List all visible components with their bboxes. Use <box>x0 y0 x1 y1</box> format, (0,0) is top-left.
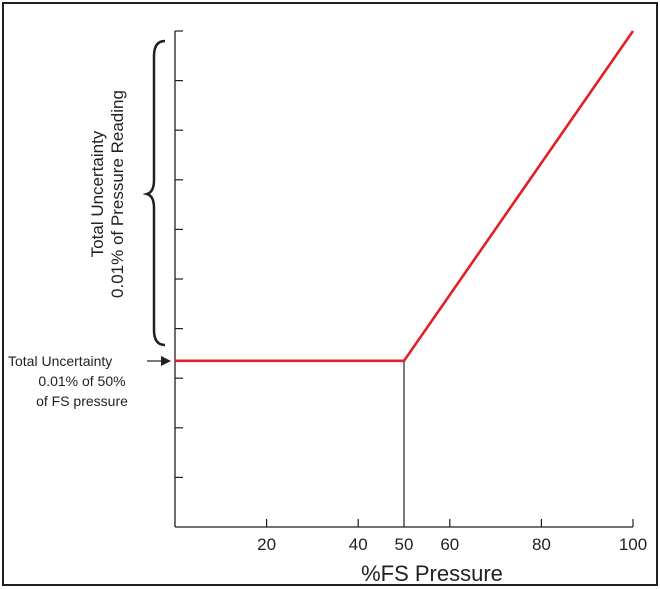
arrow-label-line-1: Total Uncertainty <box>8 353 112 369</box>
x-tick-label-20: 20 <box>257 535 276 554</box>
curly-brace <box>142 39 166 347</box>
arrow-label-line-3: of FS pressure <box>36 393 128 409</box>
brace-label-line-2: 0.01% of Pressure Reading <box>108 90 127 298</box>
x-tick-label-40: 40 <box>349 535 368 554</box>
ticks-layer: 20 40 50 60 80 100 <box>175 30 647 554</box>
uncertainty-chart: 20 40 50 60 80 100 %FS Pressure Total Uncerta… <box>8 30 647 586</box>
arrow-label-line-2: 0.01% of 50% <box>38 373 125 389</box>
brace-annotation: Total Uncertainty 0.01% of Pressure Read… <box>88 39 166 347</box>
x-tick-label-80: 80 <box>532 535 551 554</box>
x-tick-label-100: 100 <box>619 535 647 554</box>
x-tick-label-50: 50 <box>395 535 414 554</box>
x-axis-label: %FS Pressure <box>361 561 503 584</box>
arrow-annotation: Total Uncertainty 0.01% of 50% of FS pre… <box>8 353 171 409</box>
x-tick-label-60: 60 <box>440 535 459 554</box>
annotation-arrow-head <box>161 356 171 366</box>
series-layer <box>175 30 635 363</box>
brace-label-line-1: Total Uncertainty <box>88 130 107 257</box>
series-line-0 <box>175 30 635 363</box>
